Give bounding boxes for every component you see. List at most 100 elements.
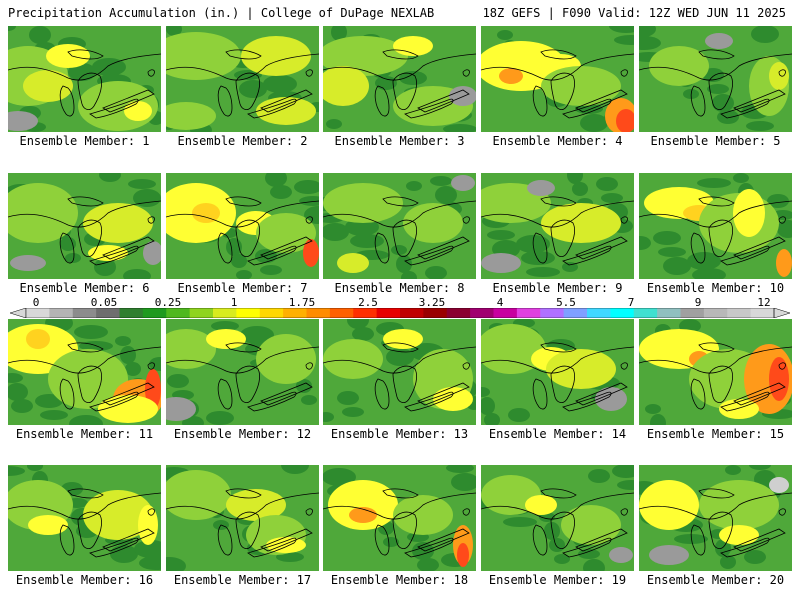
precip-contour: [8, 111, 38, 131]
coastline: [166, 53, 319, 81]
precip-contour: [68, 63, 96, 81]
member-label: Ensemble Member: 13: [330, 427, 469, 441]
coastline: [260, 89, 313, 113]
coastline: [575, 382, 628, 406]
precip-contour: [323, 339, 383, 379]
member-label: Ensemble Member: 15: [646, 427, 785, 441]
precip-contour: [65, 253, 81, 263]
coastline: [8, 200, 161, 228]
member-label: Ensemble Member: 19: [488, 573, 627, 587]
coastline: [392, 219, 417, 257]
coastline: [67, 49, 104, 60]
member-label: Ensemble Member: 5: [650, 134, 781, 148]
coastline: [323, 53, 476, 81]
coastline: [404, 245, 454, 266]
precip-contour: [451, 473, 476, 491]
precip-contour: [697, 178, 731, 188]
colorbar-swatch: [727, 308, 752, 318]
precip-contour: [481, 397, 495, 415]
coastline: [733, 528, 786, 552]
coastline: [690, 85, 706, 117]
precip-contour: [143, 241, 161, 265]
precip-contour: [751, 26, 779, 43]
precip-contour: [328, 480, 398, 530]
colorbar-swatch: [493, 308, 518, 318]
precip-field: [8, 319, 161, 425]
colorbar-swatch: [142, 308, 167, 318]
colorbar-tick-label: 0.05: [90, 296, 118, 309]
ensemble-map-6: [8, 173, 161, 279]
ensemble-map-18: [323, 465, 476, 571]
precip-contour: [705, 33, 733, 49]
coastline: [778, 216, 786, 224]
precip-contour: [433, 387, 473, 411]
colorbar-tick-label: 0.25: [154, 296, 182, 309]
colorbar-tick-label: 9: [694, 296, 702, 309]
ensemble-map-11: [8, 319, 161, 425]
member-label: Ensemble Member: 11: [15, 427, 154, 441]
precip-contour: [749, 465, 771, 470]
coastline: [550, 219, 575, 257]
coastline: [698, 196, 735, 207]
precip-contour: [487, 230, 515, 240]
precip-contour: [562, 262, 578, 272]
precip-contour: [166, 557, 186, 571]
precip-contour: [578, 549, 600, 559]
precip-contour: [323, 36, 408, 76]
precip-contour: [337, 253, 369, 273]
precip-contour: [139, 556, 161, 570]
colorbar-labels: 0 0.05 0.25 1 1.75 2.5 3.25 4 5.5 7 9 12: [0, 296, 800, 310]
ensemble-map-20: [639, 465, 792, 571]
coastline: [225, 196, 262, 207]
precip-field: [639, 26, 792, 132]
precip-contour: [401, 271, 417, 279]
coastline: [67, 342, 104, 353]
colorbar-swatch: [516, 308, 541, 318]
precip-contour: [481, 253, 521, 273]
colorbar-right-arrow: [773, 308, 790, 318]
precip-contour: [236, 270, 252, 279]
precip-contour: [481, 387, 490, 397]
coastline: [77, 72, 102, 110]
coastline: [690, 524, 706, 556]
colorbar-frame: [25, 308, 775, 318]
coastline: [67, 488, 104, 499]
coastline: [720, 537, 770, 558]
coastline: [690, 378, 706, 410]
coastline: [550, 365, 575, 403]
precip-contour: [296, 379, 312, 393]
coastline: [720, 245, 770, 266]
precip-contour: [149, 357, 161, 371]
ensemble-map-7: [166, 173, 319, 279]
colorbar-swatch: [703, 308, 728, 318]
coastline: [639, 200, 792, 228]
coastline: [562, 391, 612, 412]
coastline: [720, 98, 770, 119]
precip-contour: [617, 480, 634, 490]
colorbar-swatch: [750, 308, 775, 318]
coastline: [374, 232, 390, 264]
precip-contour: [83, 490, 153, 540]
coastline: [217, 232, 233, 264]
precip-contour: [26, 329, 50, 349]
coastline: [708, 511, 733, 549]
colorbar: [10, 308, 790, 318]
precip-field: [639, 465, 792, 571]
coastline: [260, 236, 313, 260]
precip-contour: [256, 97, 316, 125]
colorbar-swatch: [633, 308, 658, 318]
precip-contour: [446, 465, 474, 473]
precip-contour: [391, 245, 407, 255]
precip-contour: [124, 101, 152, 121]
coastline: [147, 362, 155, 370]
coastline: [89, 537, 139, 558]
ensemble-map-8: [323, 173, 476, 279]
coastline: [562, 537, 612, 558]
coastline: [67, 196, 104, 207]
coastline: [166, 200, 319, 228]
coastline: [481, 200, 634, 228]
precip-contour: [497, 30, 513, 40]
coastline: [247, 245, 297, 266]
coastline: [720, 391, 770, 412]
precip-contour: [323, 412, 334, 422]
